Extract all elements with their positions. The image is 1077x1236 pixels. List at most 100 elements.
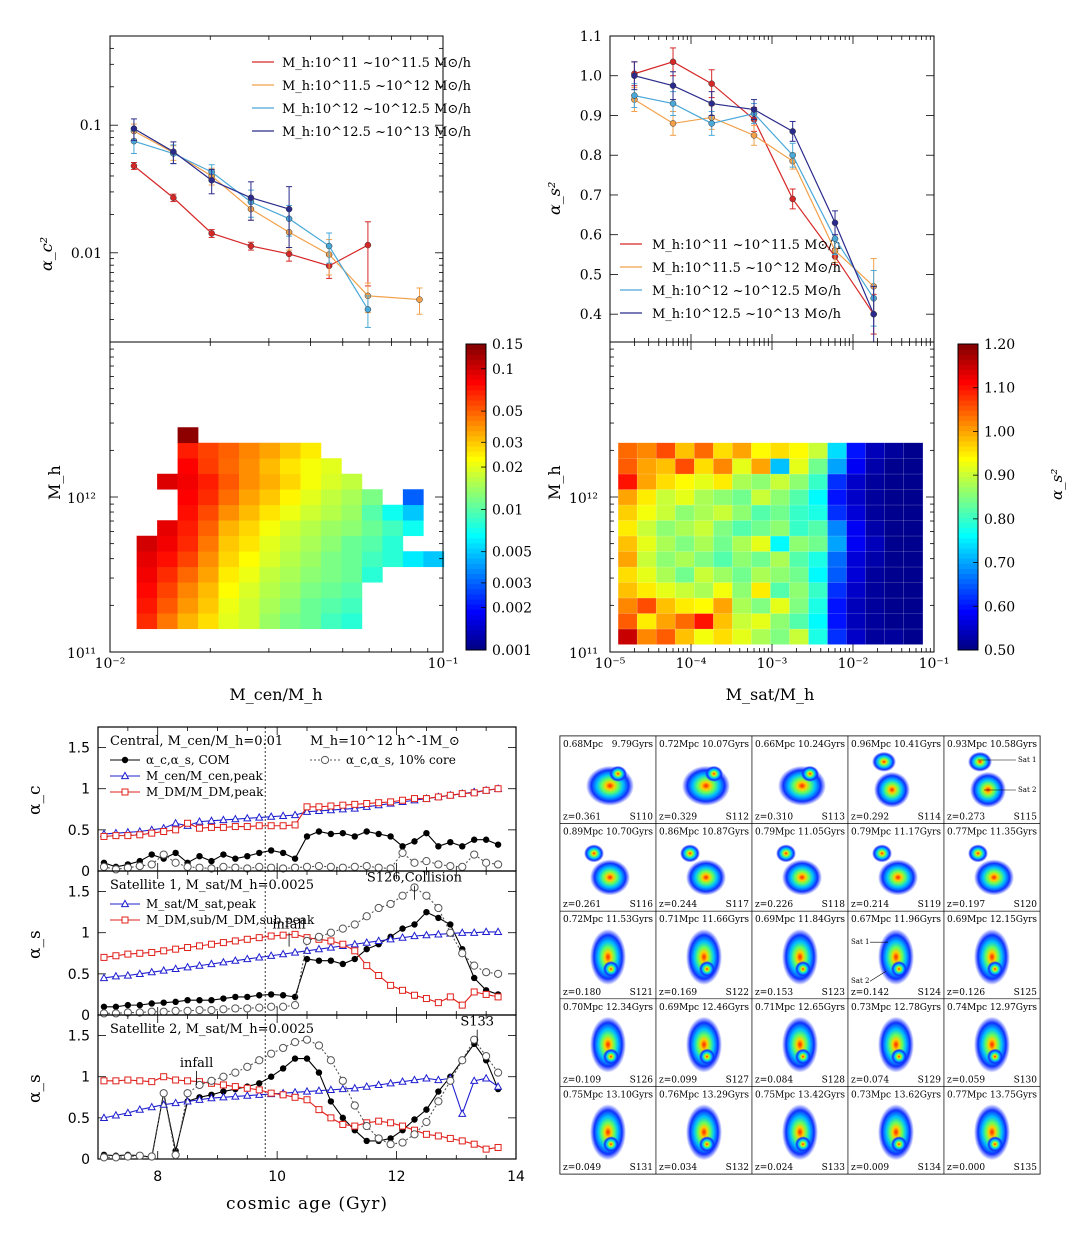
heatmap-cell [300,597,322,614]
data-point [494,993,502,1001]
data-point [435,914,442,922]
data-point [375,972,383,980]
snapshot-age: 10.87Gyrs [702,828,749,838]
colorbar-segment [466,614,486,620]
data-point [172,998,179,1006]
heatmap-cell [865,489,886,506]
satellite-label: Sat 1 [1018,756,1036,764]
heatmap-cell [279,551,301,568]
heatmap-cell [341,489,363,506]
heatmap-cell [693,442,714,459]
colorbar-segment [958,435,978,442]
data-point [374,1134,383,1143]
colorbar-segment [958,609,978,615]
data-point [386,934,395,943]
colorbar-segment [958,389,978,396]
data-point [207,1093,216,1102]
heatmap-cell [279,535,301,552]
data-point [411,1116,418,1123]
heatmap-cell [789,535,809,552]
heatmap-cell [770,473,790,490]
heatmap-cell [846,566,867,583]
snapshot-id: S115 [1014,813,1038,823]
heatmap-cell [674,535,695,552]
series-line [103,1077,499,1119]
galaxy-blob [686,859,726,896]
heatmap-cell [808,551,829,568]
heatmap-cell [279,442,301,459]
heatmap-cell [279,473,301,490]
data-point [364,306,372,313]
data-point [708,100,715,107]
snapshot-redshift: z=0.169 [659,988,697,998]
heatmap-cell [713,535,733,552]
snapshot-age: 12.15Gyrs [990,915,1037,925]
colorbar-segment [466,344,486,350]
heatmap-cell [279,458,301,475]
x-axis-label: M_cen/M_h [229,685,322,704]
y-tick-label: 10¹¹ [569,646,598,662]
y-tick-label: 1.5 [68,885,90,901]
snapshot-redshift: z=0.226 [755,900,793,910]
data-point [231,1083,239,1091]
satellite-blob [968,751,992,772]
data-point [254,1090,264,1098]
heatmap-cell [884,566,905,583]
heatmap-cell [903,551,924,568]
colorbar-segment [466,456,486,462]
snapshot-panel: 0.71Mpc 12.65Gyrs z=0.084 S128 [751,998,849,1087]
data-point [207,959,216,968]
heatmap-cell [218,582,240,599]
heatmap-cell [865,566,886,583]
heatmap-cell [320,582,342,599]
snapshot-scale: 0.89Mpc [563,828,603,838]
heatmap-cell [674,551,695,568]
heatmap-cell [177,582,199,599]
x-tick-label: 8 [153,1169,162,1185]
data-point [291,821,299,829]
satellite-blob [891,1136,907,1153]
heatmap-cell [341,582,363,599]
heatmap-cell [259,520,281,537]
snapshot-age: 10.24Gyrs [798,740,845,750]
data-point [112,832,120,840]
heatmap-cell [341,566,363,583]
colorbar-segment [958,491,978,498]
heatmap-cell [884,489,905,506]
data-point [267,822,275,830]
alpha-c-line-panel: 0.01 0.1 α_c² M_h:10^11 ~10^11.5 M⊙/h M_h:10… [37,35,472,343]
heatmap-cell [655,597,676,614]
data-point [171,1150,180,1159]
heatmap-cell [770,458,790,475]
heatmap-cell [732,473,752,490]
galaxy-blob [878,1016,914,1073]
colorbar-segment [466,604,486,610]
colorbar-segment [958,629,978,636]
data-point [350,803,360,812]
heatmap-cell [732,613,752,630]
heatmap-cell [827,504,848,521]
data-point [363,945,370,953]
heatmap-cell [136,597,158,614]
colorbar-segment [958,563,978,569]
galaxy-blob [974,929,1010,985]
heatmap-cell [732,458,752,475]
snapshot-scale: 0.77Mpc [947,828,987,838]
heatmap-cell [300,473,322,490]
data-point [219,823,227,831]
heatmap-cell [865,458,886,475]
colorbar-segment [958,379,978,386]
y-tick-label: 0 [81,1152,90,1168]
snapshot-age: 12.97Gyrs [990,1003,1037,1013]
heatmap-cell [218,551,240,568]
heatmap-cell [693,489,714,506]
x-axis-label: M_sat/M_h [726,685,815,704]
legend-label: M_DM,sub/M_DM,sub,peak [146,913,315,927]
snapshot-id: S131 [630,1163,653,1173]
heatmap-cell [884,504,905,521]
heatmap-cell [341,520,363,537]
legend-label: M_sat/M_sat,peak [146,897,257,911]
y-tick-label: 0.6 [580,228,602,244]
data-point [669,58,677,66]
y-tick-label: 0.5 [580,267,602,283]
